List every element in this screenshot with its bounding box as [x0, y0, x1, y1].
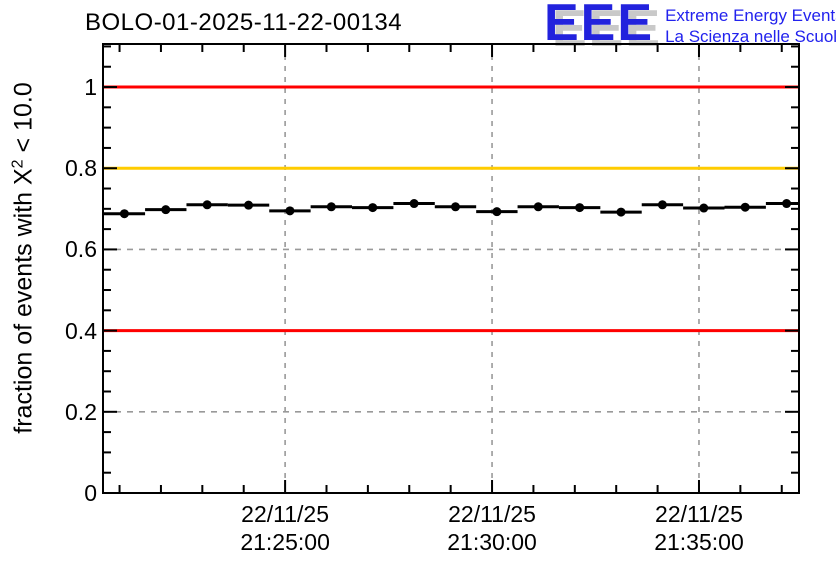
- y-tick-label: 0.8: [65, 155, 97, 182]
- data-point-marker: [575, 203, 585, 213]
- data-point-marker: [740, 202, 750, 212]
- data-point-marker: [616, 207, 626, 217]
- data-point-marker: [202, 200, 212, 210]
- eee-logo-line1: Extreme Energy Events: [665, 6, 836, 25]
- data-point-marker: [492, 207, 502, 217]
- y-tick-label: 1: [84, 74, 97, 101]
- plot-frame: [102, 43, 800, 494]
- data-point-marker: [699, 203, 709, 213]
- y-tick-label: 0: [84, 480, 97, 506]
- x-tick-label: 22/11/25 21:30:00: [447, 501, 537, 555]
- y-tick-label: 0.6: [65, 236, 97, 263]
- x-tick-label: 22/11/25 21:25:00: [240, 501, 330, 555]
- data-point-marker: [244, 200, 254, 210]
- data-point-marker: [368, 203, 378, 213]
- data-point-marker: [285, 206, 295, 216]
- eee-logo-letters: EEE: [544, 0, 655, 52]
- data-point-marker: [657, 200, 667, 210]
- y-tick-label: 0.4: [65, 317, 97, 344]
- data-point-marker: [326, 202, 336, 212]
- data-point-marker: [450, 202, 460, 212]
- data-point-marker: [782, 199, 792, 209]
- y-tick-label: 0.2: [65, 398, 97, 425]
- data-point-marker: [119, 209, 129, 219]
- eee-logo-text: Extreme Energy Events La Scienza nelle S…: [665, 1, 836, 47]
- data-point-marker: [161, 205, 171, 215]
- data-point-marker: [409, 199, 419, 209]
- eee-logo: EEE Extreme Energy Events La Scienza nel…: [544, 0, 836, 52]
- x-tick-label: 22/11/25 21:35:00: [654, 501, 744, 555]
- chart-title: BOLO-01-2025-11-22-00134: [85, 9, 403, 36]
- eee-logo-line2: La Scienza nelle Scuole: [665, 27, 836, 46]
- data-point-marker: [533, 202, 543, 212]
